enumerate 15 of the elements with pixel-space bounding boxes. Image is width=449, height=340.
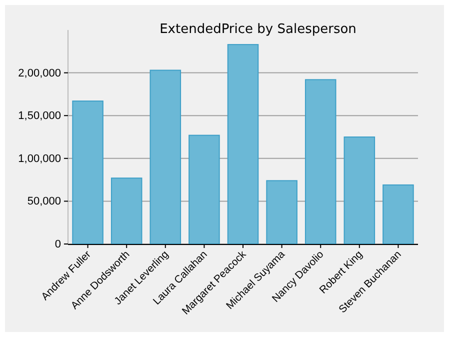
- bar: [150, 70, 182, 244]
- bar: [304, 79, 336, 244]
- bar: [344, 136, 376, 244]
- bar: [382, 184, 414, 244]
- y-tick-label: 1,50,000: [18, 110, 61, 122]
- bar: [266, 180, 298, 244]
- bar: [227, 44, 259, 244]
- y-tick-label: 50,000: [27, 196, 61, 208]
- chart-title: ExtendedPrice by Salesperson: [160, 22, 356, 37]
- bar: [72, 100, 104, 244]
- y-tick-label: 1,00,000: [18, 152, 61, 165]
- bar: [110, 178, 142, 244]
- bar: [188, 134, 220, 244]
- y-tick-label: 0: [54, 238, 61, 251]
- y-tick-label: 2,00,000: [18, 67, 61, 80]
